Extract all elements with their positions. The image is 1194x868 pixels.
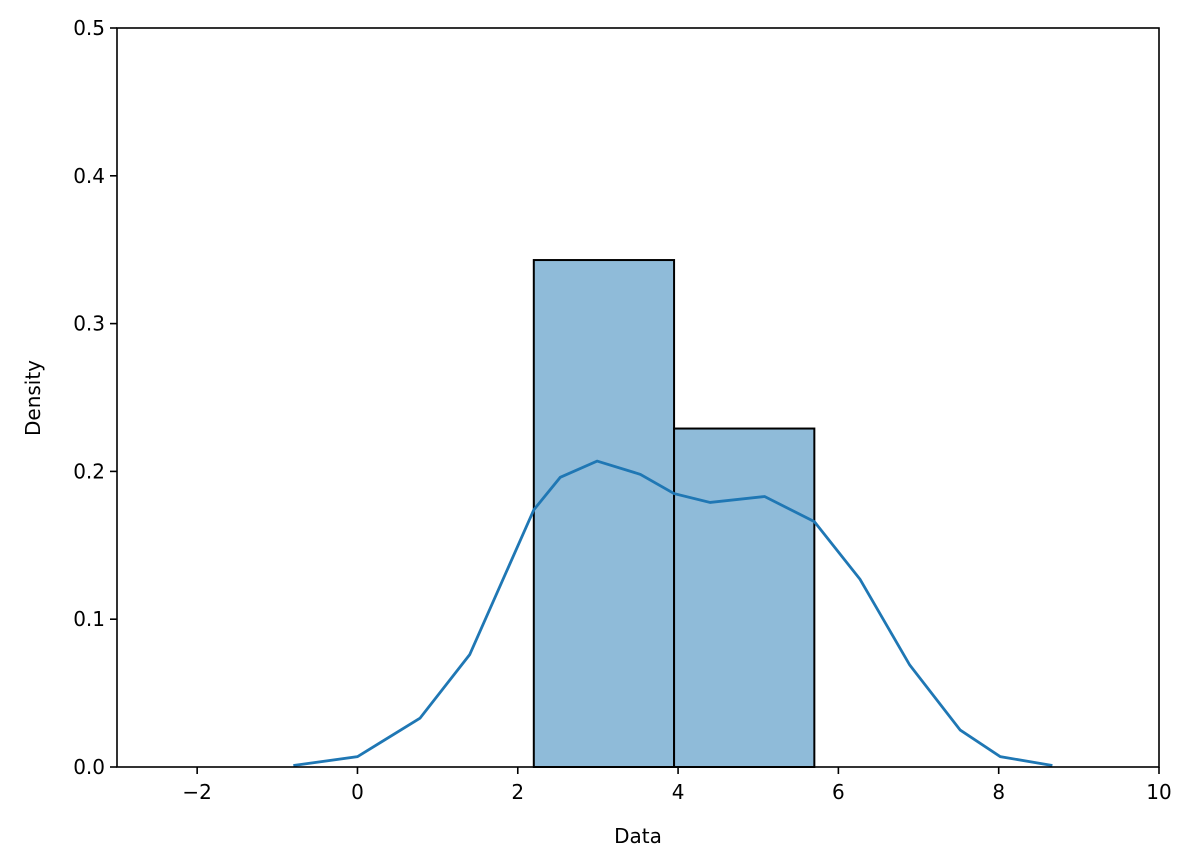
y-tick-label: 0.2 [73, 459, 105, 483]
x-tick-label: 6 [832, 780, 845, 804]
x-tick-label: 4 [672, 780, 685, 804]
bar [532, 259, 676, 768]
x-tick-label: 10 [1146, 780, 1171, 804]
y-tick-label: 0.3 [73, 312, 105, 336]
y-tick-label: 0.4 [73, 164, 105, 188]
plot-frame [116, 27, 1160, 768]
y-tick-label: 0.5 [73, 16, 105, 40]
x-tick-label: 8 [992, 780, 1005, 804]
y-axis-label: Density [21, 360, 45, 436]
x-axis-label: Data [614, 824, 662, 848]
kde-line [293, 459, 1053, 767]
x-tick-label: 2 [511, 780, 524, 804]
y-tick-label: 0.0 [73, 755, 105, 779]
x-tick-label: 0 [351, 780, 364, 804]
y-tick-label: 0.1 [73, 607, 105, 631]
bar [673, 427, 816, 768]
x-tick-label: −2 [182, 780, 211, 804]
